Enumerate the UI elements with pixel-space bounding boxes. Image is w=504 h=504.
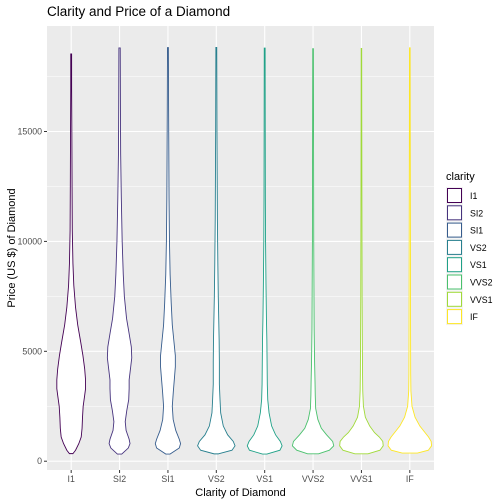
y-tick-label: 0 <box>37 456 42 466</box>
x-tick-label: VVS2 <box>302 474 325 484</box>
x-tick-label: VS1 <box>256 474 273 484</box>
plot-panel <box>47 26 434 470</box>
x-axis: I1 SI2 SI1 VS2 VS1 VVS2 VVS1 IF <box>68 470 414 484</box>
x-tick-label: IF <box>406 474 414 484</box>
legend: clarity I1 SI2 SI1 VS2 VS1 VVS2 VVS1 IF <box>446 171 493 326</box>
x-tick-label: I1 <box>68 474 75 484</box>
legend-label: SI2 <box>470 208 483 218</box>
legend-label: VS1 <box>470 260 487 270</box>
y-tick-label: 5000 <box>22 346 42 356</box>
x-tick-label: SI1 <box>161 474 174 484</box>
legend-key <box>447 309 462 325</box>
legend-key <box>447 239 462 255</box>
legend-label: I1 <box>470 191 477 201</box>
x-axis-title: Clarity of Diamond <box>195 487 285 499</box>
legend-key <box>447 291 462 307</box>
legend-key <box>447 188 462 203</box>
violin-vs1 <box>246 47 283 455</box>
y-axis-title: Price (US $) of Diamond <box>6 188 18 307</box>
legend-label: SI1 <box>470 226 483 236</box>
legend-title: clarity <box>446 171 475 183</box>
violin-i1 <box>56 53 86 455</box>
legend-label: VS2 <box>470 243 487 253</box>
legend-label: VVS2 <box>470 278 493 288</box>
x-tick-label: VVS1 <box>350 474 373 484</box>
x-tick-label: VS2 <box>208 474 225 484</box>
violin-vvs2 <box>291 48 335 455</box>
legend-key <box>447 222 462 238</box>
x-tick-label: SI2 <box>113 474 126 484</box>
legend-label: IF <box>470 312 478 322</box>
chart-title: Clarity and Price of a Diamond <box>47 4 230 19</box>
y-tick-label: 15000 <box>18 127 43 137</box>
violin-vs2 <box>197 47 236 455</box>
violin-si2 <box>106 47 133 455</box>
legend-key <box>447 205 462 221</box>
y-tick-label: 10000 <box>18 236 43 246</box>
legend-label: VVS1 <box>470 295 493 305</box>
legend-key <box>447 257 462 273</box>
y-axis: 0 5000 10000 15000 <box>18 127 47 466</box>
violin-if <box>387 47 433 454</box>
violins <box>56 47 433 455</box>
violin-si1 <box>154 47 182 455</box>
legend-key <box>447 274 462 290</box>
violin-vvs1 <box>339 48 384 455</box>
